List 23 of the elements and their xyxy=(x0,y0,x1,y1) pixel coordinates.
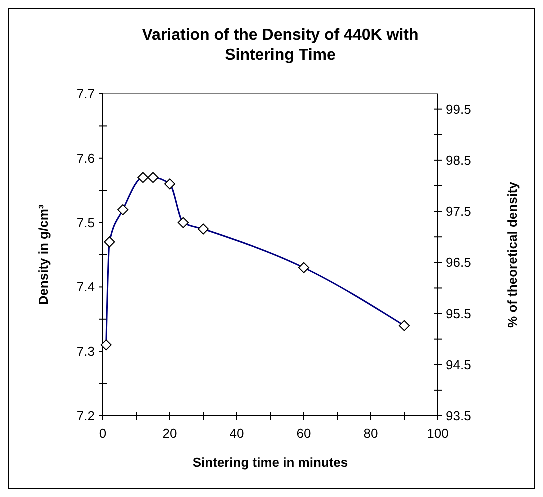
y2-tick-label: 96.5 xyxy=(446,255,472,270)
x-tick-label: 40 xyxy=(230,426,244,441)
x-tick-label: 80 xyxy=(364,426,378,441)
x-tick-label: 0 xyxy=(99,426,107,441)
y-tick-label: 7.4 xyxy=(76,280,95,295)
y-tick-label: 7.6 xyxy=(76,150,95,166)
y-tick-label: 7.5 xyxy=(76,215,95,230)
y2-tick-label: 95.5 xyxy=(446,306,472,322)
y2-tick-label: 99.5 xyxy=(446,102,472,117)
y2-tick-label: 98.5 xyxy=(446,152,472,168)
x-tick-label: 20 xyxy=(162,426,178,441)
x-tick-label: 60 xyxy=(296,426,312,441)
x-axis-title: Sintering time in minutes xyxy=(192,455,348,470)
y-tick-label: 7.3 xyxy=(76,344,95,360)
y2-tick-label: 94.5 xyxy=(446,357,472,372)
y2-tick-label: 97.5 xyxy=(446,204,472,220)
y2-tick-label: 93.5 xyxy=(446,408,472,424)
chart-title: Variation of the Density of 440K with Sintering Time xyxy=(142,27,419,64)
y-tick-label: 7.7 xyxy=(76,86,95,102)
y2-axis-title: % of theoretical density xyxy=(505,181,520,328)
y-axis-title: Density in g/cm³ xyxy=(36,204,51,306)
x-tick-label: 100 xyxy=(427,426,449,441)
y-tick-label: 7.2 xyxy=(76,408,95,424)
